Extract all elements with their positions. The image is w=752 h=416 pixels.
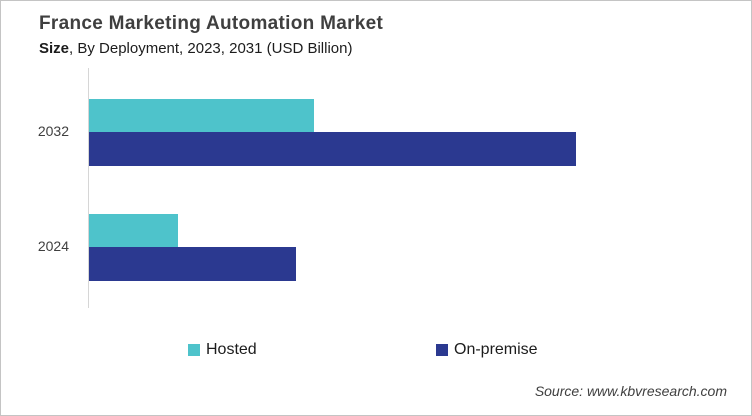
bar-on-premise-2024 <box>89 247 296 281</box>
chart-subtitle-bold: Size <box>39 40 70 57</box>
legend-item-hosted: Hosted <box>188 341 257 359</box>
legend-label-on-premise: On-premise <box>454 341 538 358</box>
legend-swatch-hosted-icon <box>188 344 200 356</box>
bar-on-premise-2032 <box>89 132 576 166</box>
bar-hosted-2032 <box>89 99 314 132</box>
category-label-2032: 2032 <box>37 123 69 139</box>
category-axis-line <box>88 68 89 308</box>
category-label-2024: 2024 <box>37 238 69 254</box>
chart-title: France Marketing Automation Market <box>39 13 384 34</box>
bar-hosted-2024 <box>89 214 178 247</box>
legend-label-hosted: Hosted <box>206 341 257 358</box>
source-credit: Source: www.kbvresearch.com <box>534 383 727 399</box>
legend-item-on-premise: On-premise <box>436 341 538 359</box>
chart-subtitle: Size, By Deployment, 2023, 2031 (USD Bil… <box>39 40 353 57</box>
legend-swatch-on-premise-icon <box>436 344 448 356</box>
chart-subtitle-rest: , By Deployment, 2023, 2031 (USD Billion… <box>69 40 353 57</box>
